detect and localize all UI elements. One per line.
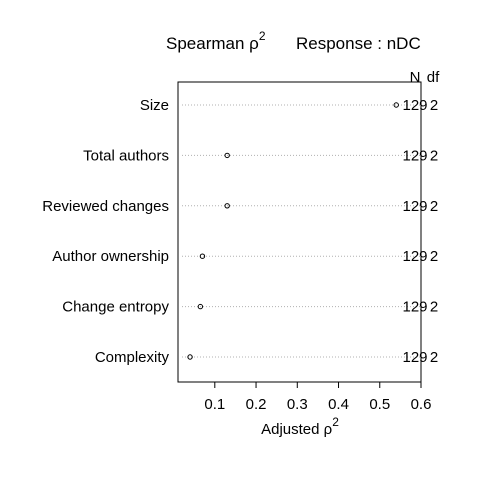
- x-tick-label: 0.1: [204, 396, 225, 413]
- row-labels: Size Total authors Reviewed changes Author …: [42, 97, 169, 366]
- row-label: Author ownership: [52, 248, 169, 265]
- row-n: 129: [402, 299, 427, 316]
- row-df: 2: [430, 198, 438, 215]
- row-label: Total authors: [83, 147, 169, 164]
- gridlines: [182, 104, 421, 358]
- title-left: Spearman ρ: [166, 34, 259, 53]
- title-left-sup: 2: [259, 29, 266, 43]
- column-headers: N df: [410, 69, 441, 86]
- data-point: [187, 354, 193, 360]
- data-points: [187, 102, 399, 360]
- row-n: 129: [402, 248, 427, 265]
- x-tick-label: 0.6: [411, 396, 432, 413]
- column-header-n: N: [410, 69, 421, 86]
- row-label: Reviewed changes: [42, 198, 169, 215]
- x-tick-label: 0.5: [369, 396, 390, 413]
- x-axis: 0.1 0.2 0.3 0.4 0.5 0.6: [204, 381, 432, 413]
- row-n: 129: [402, 97, 427, 114]
- svg-text:Spearman ρ2: Spearman ρ2: [166, 29, 266, 53]
- data-point: [197, 303, 204, 310]
- data-point: [224, 203, 230, 209]
- plot-frame: [177, 81, 422, 383]
- row-df: 2: [430, 248, 438, 265]
- row-n: 129: [402, 349, 427, 366]
- data-point: [224, 152, 230, 159]
- column-header-df: df: [427, 69, 440, 86]
- data-point: [393, 102, 399, 108]
- row-df: 2: [430, 299, 438, 316]
- row-label: Size: [140, 97, 169, 114]
- row-n: 129: [402, 198, 427, 215]
- x-axis-label: Adjusted ρ2: [261, 415, 339, 438]
- chart-title: Spearman ρ2 Response : nDC: [166, 29, 421, 53]
- row-label: Complexity: [95, 349, 170, 366]
- row-n: 129: [402, 147, 427, 164]
- data-point: [199, 253, 206, 259]
- row-label: Change entropy: [62, 299, 169, 316]
- row-df: 2: [430, 349, 438, 366]
- row-df: 2: [430, 147, 438, 164]
- x-tick-label: 0.2: [246, 396, 267, 413]
- title-right: Response : nDC: [296, 34, 421, 53]
- x-tick-label: 0.4: [328, 396, 349, 413]
- row-df: 2: [430, 97, 438, 114]
- x-tick-label: 0.3: [287, 396, 308, 413]
